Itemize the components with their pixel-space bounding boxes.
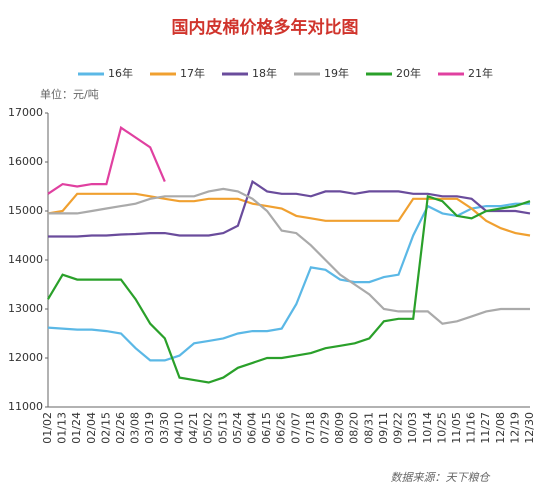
x-tick-label: 02/26 — [114, 412, 127, 444]
x-tick-label: 10/03 — [406, 412, 419, 444]
line-series — [48, 187, 530, 325]
y-tick-label: 12000 — [8, 351, 43, 364]
x-tick-label: 07/18 — [304, 412, 317, 444]
legend-label: 18年 — [252, 66, 277, 80]
x-tick-label: 04/10 — [172, 412, 185, 444]
x-tick-label: 11/16 — [465, 412, 478, 444]
x-tick-label: 09/11 — [377, 412, 390, 444]
source: 数据来源：天下粮仓 — [391, 471, 491, 484]
line-series — [48, 179, 531, 238]
x-tick-label: 03/08 — [129, 412, 142, 444]
y-tick-label: 17000 — [8, 106, 43, 119]
x-tick-label: 03/19 — [143, 412, 156, 444]
x-tick-label: 02/04 — [85, 412, 98, 444]
x-tick-label: 12/19 — [508, 412, 521, 444]
line-series — [47, 192, 531, 237]
legend-label: 21年 — [468, 66, 493, 80]
legend-label: 19年 — [324, 66, 349, 80]
line-series — [47, 202, 530, 362]
line-series — [47, 194, 531, 384]
x-tick-label: 07/29 — [319, 412, 332, 444]
x-tick-label: 06/04 — [245, 412, 258, 444]
x-tick-label: 04/21 — [187, 412, 200, 444]
y-axis-label: 单位：元/吨 — [40, 87, 99, 101]
x-tick-label: 09/22 — [392, 412, 405, 444]
x-tick-label: 10/14 — [421, 412, 434, 444]
x-tick-label: 07/07 — [289, 412, 302, 444]
x-tick-label: 05/24 — [231, 412, 244, 444]
y-tick-label: 15000 — [8, 204, 43, 217]
legend-label: 20年 — [396, 66, 421, 80]
x-tick-label: 12/30 — [523, 412, 536, 444]
x-tick-label: 10/25 — [435, 412, 448, 444]
x-tick-label: 12/08 — [494, 412, 507, 444]
y-tick-label: 13000 — [8, 302, 43, 315]
line-series — [47, 125, 166, 195]
x-tick-label: 05/02 — [202, 412, 215, 444]
x-tick-label: 01/13 — [56, 412, 69, 444]
x-tick-label: 11/05 — [450, 412, 463, 444]
y-tick-label: 11000 — [8, 400, 43, 413]
x-tick-label: 11/27 — [479, 412, 492, 444]
y-tick-label: 16000 — [8, 155, 43, 168]
x-tick-label: 08/20 — [348, 412, 361, 444]
x-tick-label: 01/24 — [70, 412, 83, 444]
legend-label: 16年 — [108, 66, 133, 80]
y-tick-label: 14000 — [8, 253, 43, 266]
x-tick-label: 06/26 — [275, 412, 288, 444]
x-tick-label: 02/15 — [99, 412, 112, 444]
x-tick-label: 05/13 — [216, 412, 229, 444]
x-tick-label: 08/31 — [362, 412, 375, 444]
x-tick-label: 08/09 — [333, 412, 346, 444]
legend-label: 17年 — [180, 66, 205, 80]
x-tick-label: 03/30 — [158, 412, 171, 444]
x-tick-label: 01/02 — [41, 412, 54, 444]
chart-title: 国内皮棉价格多年对比图 — [172, 17, 359, 38]
x-tick-label: 06/15 — [260, 412, 273, 444]
